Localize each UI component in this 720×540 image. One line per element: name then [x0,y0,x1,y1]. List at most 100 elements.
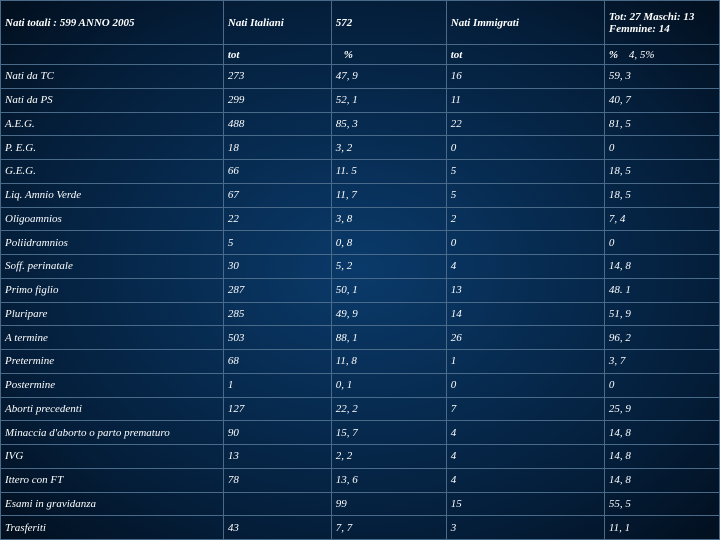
cell-tot_it [223,492,331,516]
table-row: Pluripare28549, 91451, 9 [1,302,720,326]
cell-tot_im: 5 [446,183,604,207]
cell-pct_it: 11. 5 [331,160,446,184]
table-row: A termine50388, 12696, 2 [1,326,720,350]
cell-tot_im: 7 [446,397,604,421]
cell-label: Liq. Amnio Verde [1,183,224,207]
table-row: Trasferiti437, 7311, 1 [1,516,720,540]
cell-label: Oligoamnios [1,207,224,231]
cell-pct_im: 7, 4 [604,207,719,231]
table-row: Nati da TC27347, 91659, 3 [1,65,720,89]
cell-tot_im: 0 [446,136,604,160]
cell-pct_im: 81, 5 [604,112,719,136]
table-subheader-row: tot % tot % 4, 5% [1,45,720,65]
table-row: P. E.G.183, 200 [1,136,720,160]
cell-pct_im: 14, 8 [604,255,719,279]
cell-label: Pluripare [1,302,224,326]
cell-tot_im: 13 [446,278,604,302]
cell-pct_it: 11, 7 [331,183,446,207]
cell-tot_it: 66 [223,160,331,184]
cell-tot_it: 90 [223,421,331,445]
table-row: A.E.G.48885, 32281, 5 [1,112,720,136]
cell-pct_it: 22, 2 [331,397,446,421]
cell-label: Postermine [1,373,224,397]
cell-label: Aborti precedenti [1,397,224,421]
cell-tot_im: 16 [446,65,604,89]
subheader-pct-it: % [331,45,446,65]
cell-tot_im: 22 [446,112,604,136]
cell-tot_it: 43 [223,516,331,540]
cell-label: IVG [1,445,224,469]
header-cell-immigrati: Nati Immigrati [446,1,604,45]
cell-tot_im: 11 [446,88,604,112]
cell-tot_im: 2 [446,207,604,231]
cell-tot_im: 4 [446,421,604,445]
cell-pct_it: 11, 8 [331,350,446,374]
cell-tot_it: 299 [223,88,331,112]
cell-tot_im: 26 [446,326,604,350]
cell-tot_it: 285 [223,302,331,326]
cell-pct_im: 3, 7 [604,350,719,374]
cell-tot_im: 1 [446,350,604,374]
header-cell-italiani-count: 572 [331,1,446,45]
cell-tot_im: 4 [446,255,604,279]
cell-tot_im: 14 [446,302,604,326]
cell-label: Nati da TC [1,65,224,89]
cell-pct_it: 0, 8 [331,231,446,255]
cell-pct_im: 55, 5 [604,492,719,516]
cell-tot_im: 0 [446,373,604,397]
table-row: Oligoamnios223, 827, 4 [1,207,720,231]
cell-pct_im: 25, 9 [604,397,719,421]
cell-tot_it: 1 [223,373,331,397]
table-row: G.E.G.6611. 5518, 5 [1,160,720,184]
cell-tot_it: 78 [223,468,331,492]
cell-label: Minaccia d'aborto o parto prematuro [1,421,224,445]
cell-tot_im: 4 [446,445,604,469]
header-cell-italiani: Nati Italiani [223,1,331,45]
cell-pct_im: 40, 7 [604,88,719,112]
cell-pct_im: 11, 1 [604,516,719,540]
cell-pct_im: 51, 9 [604,302,719,326]
cell-pct_it: 2, 2 [331,445,446,469]
cell-pct_im: 14, 8 [604,468,719,492]
cell-tot_it: 127 [223,397,331,421]
cell-tot_it: 287 [223,278,331,302]
cell-label: Trasferiti [1,516,224,540]
subheader-pct-im-label: % [609,49,618,61]
cell-pct_it: 13, 6 [331,468,446,492]
cell-tot_it: 273 [223,65,331,89]
cell-pct_it: 5, 2 [331,255,446,279]
cell-pct_im: 96, 2 [604,326,719,350]
cell-tot_im: 3 [446,516,604,540]
table-row: IVG132, 2414, 8 [1,445,720,469]
cell-pct_it: 3, 2 [331,136,446,160]
table-row: Aborti precedenti12722, 2725, 9 [1,397,720,421]
cell-pct_it: 52, 1 [331,88,446,112]
cell-pct_im: 18, 5 [604,183,719,207]
cell-tot_it: 22 [223,207,331,231]
cell-tot_it: 68 [223,350,331,374]
cell-label: Ittero con FT [1,468,224,492]
cell-pct_im: 0 [604,231,719,255]
cell-pct_im: 14, 8 [604,421,719,445]
cell-tot_it: 30 [223,255,331,279]
cell-pct_it: 15, 7 [331,421,446,445]
table-row: Soff. perinatale305, 2414, 8 [1,255,720,279]
table-row: Postermine10, 100 [1,373,720,397]
table-body: Nati da TC27347, 91659, 3Nati da PS29952… [1,65,720,540]
cell-tot_it: 503 [223,326,331,350]
cell-tot_it: 5 [223,231,331,255]
table-row: Primo figlio28750, 11348. 1 [1,278,720,302]
cell-tot_im: 15 [446,492,604,516]
cell-tot_it: 488 [223,112,331,136]
cell-pct_im: 59, 3 [604,65,719,89]
subheader-tot-it: tot [223,45,331,65]
cell-pct_it: 47, 9 [331,65,446,89]
cell-pct_im: 0 [604,136,719,160]
cell-pct_it: 7, 7 [331,516,446,540]
table-row: Minaccia d'aborto o parto prematuro9015,… [1,421,720,445]
header-cell-immigrati-tot: Tot: 27 Maschi: 13 Femmine: 14 [604,1,719,45]
table-row: Ittero con FT7813, 6414, 8 [1,468,720,492]
cell-pct_im: 18, 5 [604,160,719,184]
cell-pct_it: 88, 1 [331,326,446,350]
cell-pct_it: 50, 1 [331,278,446,302]
